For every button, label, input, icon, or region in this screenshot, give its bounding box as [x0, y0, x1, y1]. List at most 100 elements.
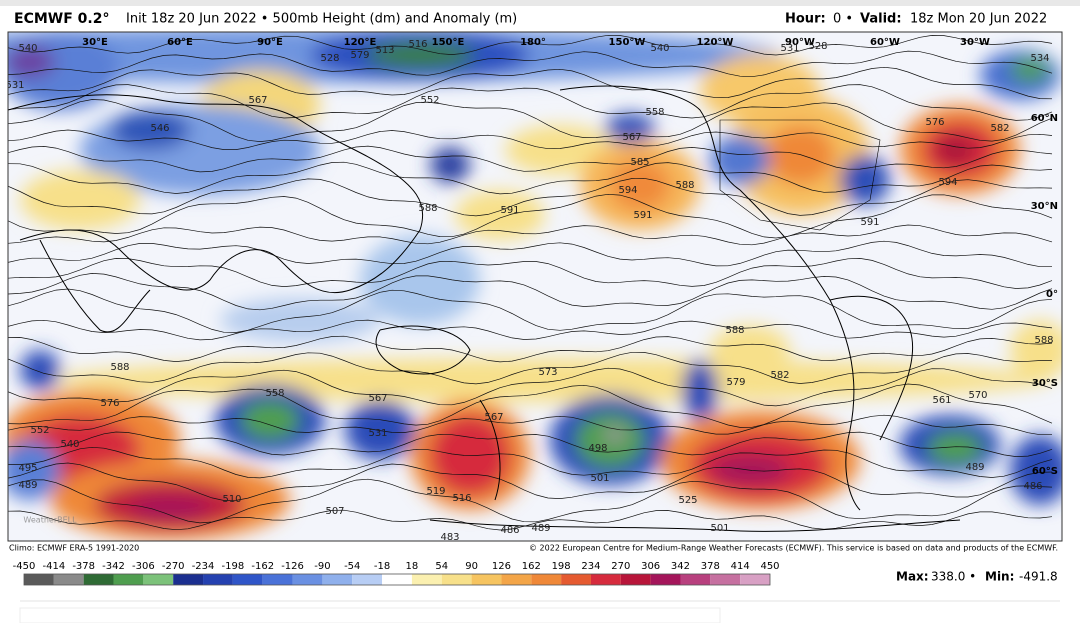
top-strip — [0, 0, 1080, 6]
anomaly-blob — [50, 358, 1050, 402]
colorbar-label: -90 — [314, 561, 330, 572]
colorbar-frame — [23, 573, 771, 586]
longitude-label: 30°W — [960, 37, 990, 48]
contour-line — [8, 335, 1053, 363]
contour-label: 501 — [590, 473, 609, 484]
colorbar-swatch — [471, 574, 502, 585]
contour-label: 576 — [100, 398, 119, 409]
contour-label: 546 — [150, 123, 169, 134]
colorbar-swatch — [620, 574, 651, 585]
anomaly-blob — [765, 125, 835, 185]
contour-line — [8, 258, 1053, 289]
colorbar-swatch — [680, 574, 711, 585]
contour-label: 525 — [678, 495, 697, 506]
anomaly-blob — [20, 350, 60, 390]
contour-line — [8, 99, 1053, 142]
max-value: 338.0 • — [931, 570, 976, 584]
colorbar-label: -450 — [13, 561, 36, 572]
contour-label: 498 — [588, 443, 607, 454]
contour-label: 594 — [938, 177, 957, 188]
contour-label: 486 — [1023, 481, 1042, 492]
colorbar-label: 306 — [641, 561, 660, 572]
anomaly-blob — [603, 427, 627, 443]
contour-label: 513 — [375, 45, 394, 56]
contour-label: 588 — [418, 203, 437, 214]
height-contours — [8, 34, 1053, 531]
contour-line — [8, 193, 1053, 239]
contour-label: 540 — [18, 43, 37, 54]
anomaly-blob — [610, 160, 670, 210]
contour-label: 582 — [770, 370, 789, 381]
colorbar-label: 90 — [465, 561, 478, 572]
anomaly-blob — [20, 170, 140, 230]
contour-line — [8, 383, 1053, 428]
contour-line — [8, 478, 1053, 524]
anomaly-field — [8, 32, 1062, 540]
contour-line — [8, 273, 1053, 311]
colorbar: -450 -414 -378 -342 -306 -270 -234 -198 -162 -126… — [13, 561, 780, 586]
contour-line — [8, 414, 1052, 436]
contour-line — [8, 50, 1053, 78]
contour-line — [8, 34, 1053, 56]
colorbar-swatch — [650, 574, 681, 585]
contour-line — [8, 367, 1053, 407]
colorbar-swatch — [173, 574, 204, 585]
contour-label: 567 — [484, 412, 503, 423]
colorbar-swatch — [411, 574, 442, 585]
colorbar-swatch — [590, 574, 621, 585]
contour-line — [8, 351, 1053, 385]
colorbar-swatch — [262, 574, 293, 585]
colorbar-label: 270 — [611, 561, 630, 572]
anomaly-blob — [840, 155, 890, 205]
longitude-label: 120°E — [344, 37, 377, 48]
contour-line — [8, 224, 1053, 246]
colorbar-label: -270 — [162, 561, 185, 572]
colorbar-label: 342 — [671, 561, 690, 572]
colorbar-swatch — [740, 574, 770, 585]
anomaly-blob — [220, 298, 380, 342]
anomaly-blob — [927, 432, 983, 464]
contour-line — [8, 462, 1053, 501]
contour-label: 567 — [248, 95, 267, 106]
anomaly-blob — [345, 400, 415, 460]
colorbar-swatch — [24, 574, 54, 585]
anomaly-blob — [935, 136, 975, 164]
colorbar-swatch — [441, 574, 472, 585]
anomaly-blob — [1010, 320, 1062, 380]
contour-label: 573 — [538, 367, 557, 378]
anomaly-blob — [710, 135, 770, 185]
contour-label: 510 — [222, 494, 241, 505]
contour-label: 594 — [618, 185, 637, 196]
contour-label: 531 — [368, 428, 387, 439]
anomaly-blob — [8, 440, 60, 500]
anomaly-blob — [1010, 435, 1062, 505]
colorbar-label: 234 — [581, 561, 600, 572]
contour-label: 501 — [710, 523, 729, 534]
colorbar-label: -378 — [72, 561, 95, 572]
colorbar-label: 414 — [731, 561, 750, 572]
contour-label: 489 — [965, 462, 984, 473]
valid-label: Valid: — [860, 12, 902, 27]
longitude-label: 150°W — [609, 37, 646, 48]
bottom-panel — [19, 607, 721, 624]
contour-label: 561 — [932, 395, 951, 406]
copyright: © 2022 European Centre for Medium-Range … — [529, 544, 1058, 553]
longitude-label: 30°E — [82, 37, 108, 48]
colorbar-label: -162 — [251, 561, 274, 572]
contour-line — [8, 319, 1053, 341]
contour-label: 588 — [110, 362, 129, 373]
contour-label: 585 — [630, 157, 649, 168]
colorbar-label: -306 — [132, 561, 155, 572]
map-labels: 30°E 60°E 90°E 120°E 150°E 180° 150°W 120°W 90°W… — [8, 37, 1058, 541]
colorbar-label: -342 — [102, 561, 125, 572]
colorbar-label: 450 — [760, 561, 779, 572]
longitude-label: 90°E — [257, 37, 283, 48]
anomaly-blob — [430, 415, 510, 495]
contour-label: 570 — [968, 390, 987, 401]
contour-line — [8, 129, 1053, 150]
anomaly-blob — [8, 47, 55, 77]
colorbar-label: 54 — [435, 561, 448, 572]
colorbar-swatch — [53, 574, 84, 585]
colorbar-swatch — [322, 574, 353, 585]
contour-label: 540 — [650, 43, 669, 54]
